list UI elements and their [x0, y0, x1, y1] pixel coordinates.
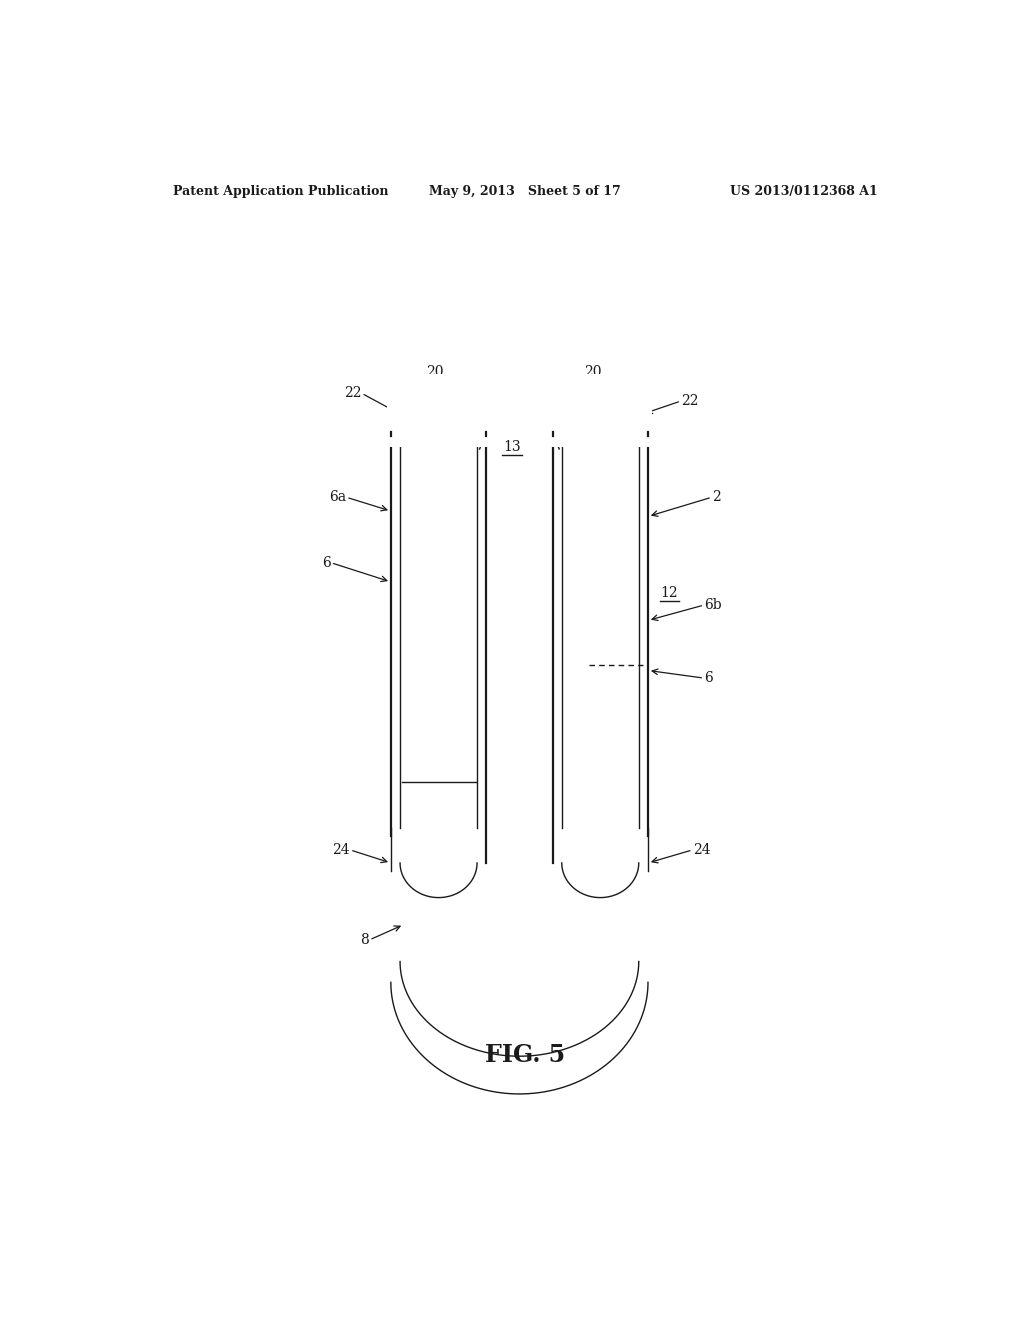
Text: 12: 12 — [660, 586, 678, 601]
Text: Patent Application Publication: Patent Application Publication — [173, 185, 388, 198]
Text: 20: 20 — [426, 366, 443, 379]
Text: 22: 22 — [681, 393, 698, 408]
Text: 13: 13 — [503, 440, 520, 454]
Text: 22: 22 — [344, 387, 361, 400]
Text: 2: 2 — [712, 490, 721, 504]
Text: 6: 6 — [705, 671, 713, 685]
Text: US 2013/0112368 A1: US 2013/0112368 A1 — [730, 185, 878, 198]
Text: 6b: 6b — [705, 598, 722, 612]
Bar — [549, 374, 652, 447]
Text: 24: 24 — [692, 843, 711, 857]
Text: 8: 8 — [360, 933, 370, 946]
Text: May 9, 2013   Sheet 5 of 17: May 9, 2013 Sheet 5 of 17 — [429, 185, 621, 198]
Text: 6a: 6a — [329, 490, 346, 504]
Text: 20: 20 — [584, 366, 601, 379]
Text: 6: 6 — [322, 556, 331, 570]
Text: FIG. 5: FIG. 5 — [484, 1043, 565, 1068]
Bar — [387, 374, 490, 447]
Text: 24: 24 — [333, 843, 350, 857]
